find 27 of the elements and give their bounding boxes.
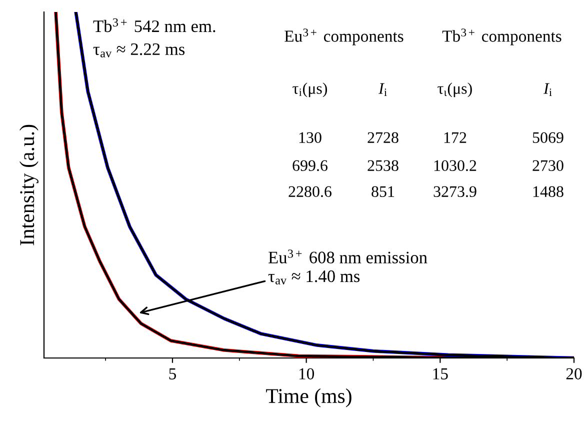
annotation: 2728 [368, 132, 398, 143]
annotation: Tb$^{3+}$ components [442, 28, 562, 46]
annotation: τ$_{av}$ ≈ 1.40 ms [268, 270, 360, 284]
x-axis-title: Time (ms) [266, 388, 352, 408]
annotation: 851 [372, 186, 394, 197]
annotation: 172 [444, 132, 466, 143]
annotation: 2280.6 [288, 186, 332, 198]
text: Tb$^{3+}$ 542 nm em. τ$_{av}$ ≈ 2.22 ms [93, 18, 216, 58]
x-tick-label: 5 [169, 368, 176, 380]
annotation: 5069 [532, 132, 564, 143]
x-tick-label: 15 [433, 368, 448, 380]
annotation: Eu$^{3+}$ components [284, 28, 404, 46]
annotation: 1488 [533, 186, 564, 197]
annotation: τ$_{ι}$(μs) [438, 82, 472, 98]
annotation: τ$_{i}$(μs) [292, 82, 328, 98]
annotation: 2730 [532, 160, 564, 171]
annotation: 3273.9 [434, 186, 476, 198]
x-tick-label: 20 [566, 368, 582, 380]
annotation: I$_{i}$ [543, 83, 552, 96]
y-axis-title: Intensity (a.u.) [19, 124, 38, 246]
x-tick-label: 10 [299, 368, 314, 380]
annotation: 1030.2 [434, 160, 476, 172]
annotation: 2538 [368, 160, 398, 171]
annotation: 699.6 [292, 160, 328, 172]
annotation: Eu$^{3+}$ 608 nm emission [268, 250, 428, 264]
annotation: I$_{i}$ [378, 83, 387, 96]
annotation: 130 [299, 132, 322, 143]
